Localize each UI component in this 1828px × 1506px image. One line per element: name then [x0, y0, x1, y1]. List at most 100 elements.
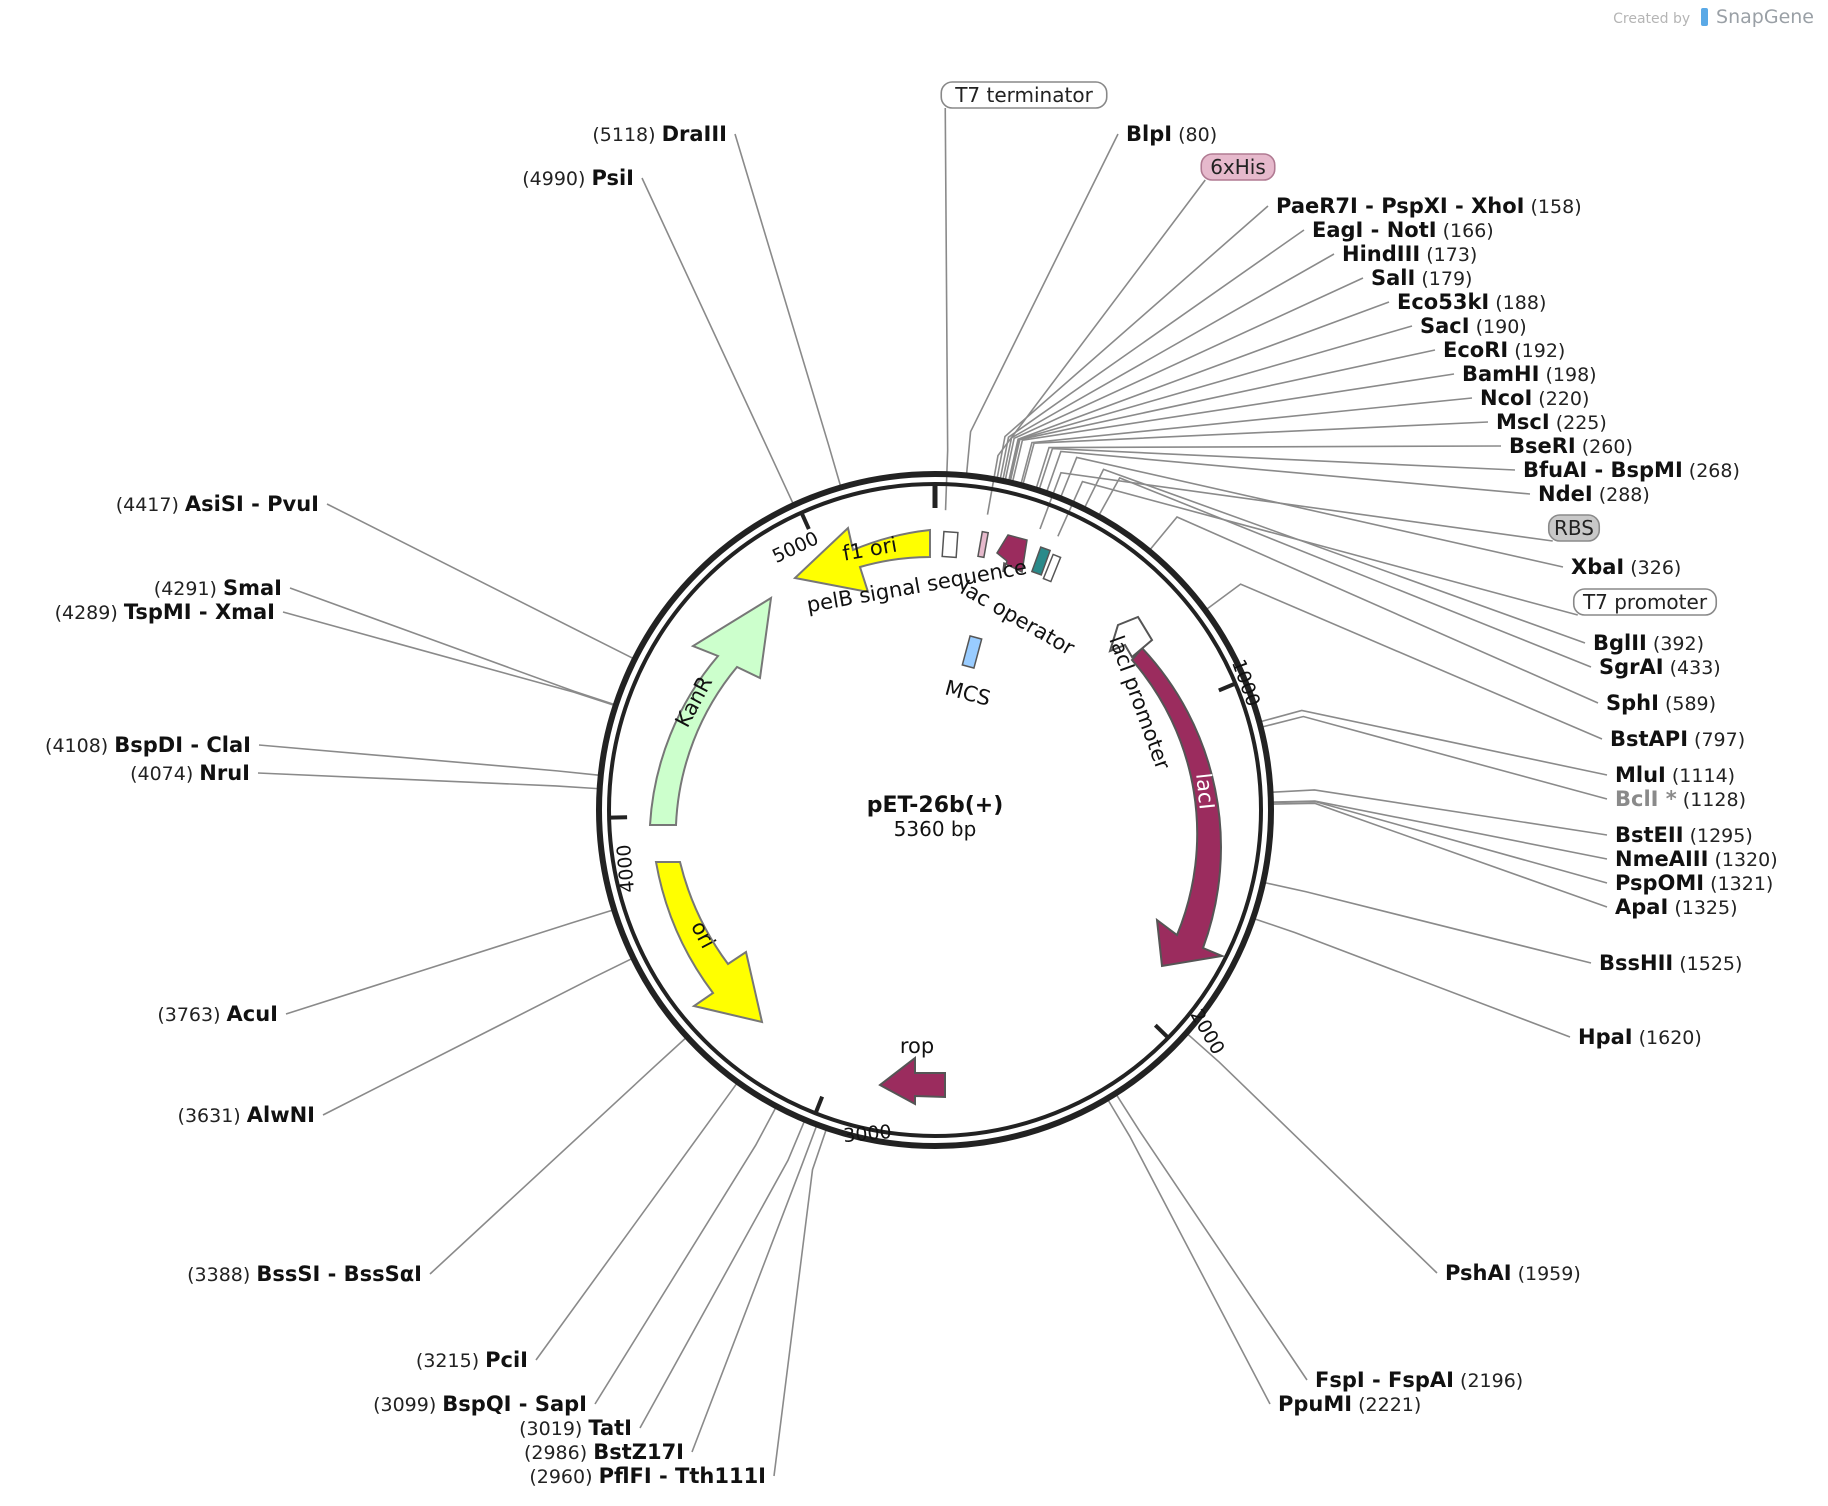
- feature-mcs[interactable]: [961, 635, 983, 669]
- enzyme-name: NmeAIII: [1615, 847, 1708, 871]
- leader-line: [1107, 1099, 1271, 1405]
- site-hindiii[interactable]: HindIII (173): [1342, 242, 1477, 266]
- site-paer7i[interactable]: PaeR7I - PspXI - XhoI (158): [1276, 194, 1582, 218]
- site-blpi[interactable]: BlpI (80): [1126, 122, 1217, 146]
- site-position: (392): [1647, 633, 1704, 655]
- callout-rbs[interactable]: RBS: [1547, 514, 1601, 542]
- feature-lac-operator-arrow[interactable]: [996, 534, 1028, 574]
- feature-pelb-signal[interactable]: [977, 530, 990, 559]
- site-bstapi[interactable]: BstAPI (797): [1610, 727, 1745, 751]
- site-eagi[interactable]: EagI - NotI (166): [1312, 218, 1494, 242]
- leader-line: [1084, 468, 1586, 644]
- site-ppumi[interactable]: PpuMI (2221): [1278, 1392, 1421, 1416]
- leader-line: [326, 503, 634, 660]
- site-draiii[interactable]: (5118) DraIII: [592, 122, 727, 146]
- site-bstz17i[interactable]: (2986) BstZ17I: [524, 1440, 684, 1464]
- feature-rop[interactable]: [878, 1055, 946, 1106]
- leader-line: [1008, 301, 1390, 481]
- leader-line: [691, 1126, 818, 1453]
- site-pspomi[interactable]: PspOMI (1321): [1615, 871, 1773, 895]
- site-alwni[interactable]: (3631) AlwNI: [178, 1103, 315, 1127]
- site-hpai[interactable]: HpaI (1620): [1578, 1025, 1702, 1049]
- site-bcli[interactable]: BclI * (1128): [1615, 787, 1746, 811]
- site-tati[interactable]: (3019) TatI: [519, 1416, 632, 1440]
- site-bsssi[interactable]: (3388) BssSI - BssSαI: [187, 1262, 422, 1286]
- site-ndei[interactable]: NdeI (288): [1538, 482, 1650, 506]
- site-mlui[interactable]: MluI (1114): [1615, 763, 1735, 787]
- site-bsteii[interactable]: BstEII (1295): [1615, 823, 1753, 847]
- site-bglii[interactable]: BglII (392): [1593, 631, 1704, 655]
- feature-his-tag[interactable]: [1030, 546, 1052, 576]
- site-bseri[interactable]: BseRI (260): [1509, 434, 1633, 458]
- site-pshai[interactable]: PshAI (1959): [1445, 1261, 1581, 1285]
- feature-ori[interactable]: [654, 861, 764, 1024]
- enzyme-name: FspI: [1315, 1368, 1365, 1392]
- site-sgrai[interactable]: SgrAI (433): [1599, 655, 1721, 679]
- site-position: (2960): [529, 1466, 598, 1488]
- site-apai[interactable]: ApaI (1325): [1615, 895, 1738, 919]
- callout-his[interactable]: 6xHis: [1200, 153, 1276, 181]
- site-bspqi[interactable]: (3099) BspQI - SapI: [373, 1392, 587, 1416]
- site-bsshii[interactable]: BssHII (1525): [1599, 951, 1742, 975]
- leader-line: [986, 179, 1206, 515]
- leader-line: [1098, 476, 1592, 668]
- feature-t7-promoter-box[interactable]: [1042, 553, 1062, 583]
- enzyme-name: BamHI: [1462, 362, 1539, 386]
- snapgene-credit: Created by SnapGene: [1613, 6, 1814, 28]
- enzyme-name: TspMI: [124, 600, 192, 624]
- feature-f1-ori[interactable]: [792, 526, 931, 594]
- separator: -: [652, 1464, 675, 1488]
- leader-line: [1261, 709, 1608, 776]
- site-bamhi[interactable]: BamHI (198): [1462, 362, 1597, 386]
- site-pcii[interactable]: (3215) PciI: [416, 1348, 528, 1372]
- site-xbai[interactable]: XbaI (326): [1571, 555, 1681, 579]
- site-psii[interactable]: (4990) PsiI: [522, 166, 634, 190]
- site-bspdi[interactable]: (4108) BspDI - ClaI: [45, 733, 251, 757]
- leader-line: [1004, 277, 1364, 480]
- separator: -: [512, 1392, 535, 1416]
- site-label: (5118) DraIII: [592, 122, 727, 146]
- site-position: (1525): [1673, 953, 1742, 975]
- separator: -: [1365, 1368, 1388, 1392]
- separator: -: [1448, 194, 1471, 218]
- leader-line: [1020, 397, 1473, 484]
- enzyme-name: BclI *: [1615, 787, 1677, 811]
- site-label: (3631) AlwNI: [178, 1103, 315, 1127]
- separator: -: [192, 600, 215, 624]
- separator: -: [1587, 458, 1610, 482]
- site-pflfi[interactable]: (2960) PflFI - Tth111I: [529, 1464, 766, 1488]
- enzyme-name: XhoI: [1471, 194, 1524, 218]
- feature-laci[interactable]: [1130, 646, 1226, 968]
- site-tspmi[interactable]: (4289) TspMI - XmaI: [55, 600, 275, 624]
- site-eco53ki[interactable]: Eco53kI (188): [1397, 290, 1546, 314]
- site-ecori[interactable]: EcoRI (192): [1443, 338, 1565, 362]
- site-sphi[interactable]: SphI (589): [1606, 691, 1716, 715]
- site-smai[interactable]: (4291) SmaI: [154, 576, 282, 600]
- feature-t7-terminator-box[interactable]: [941, 530, 959, 559]
- site-bfuai[interactable]: BfuAI - BspMI (268): [1523, 458, 1740, 482]
- site-label: BssHII (1525): [1599, 951, 1742, 975]
- enzyme-name: ApaI: [1615, 895, 1668, 919]
- site-label: BfuAI - BspMI (268): [1523, 458, 1740, 482]
- site-ncoi[interactable]: NcoI (220): [1480, 386, 1589, 410]
- feature-laci-promoter[interactable]: [1108, 615, 1154, 659]
- site-position: (4289): [55, 602, 124, 624]
- callout-label: T7 promoter: [1582, 590, 1708, 614]
- feature-kanr[interactable]: [648, 596, 773, 826]
- site-nrui[interactable]: (4074) NruI: [130, 761, 250, 785]
- leader-line: [1022, 421, 1489, 484]
- site-saci[interactable]: SacI (190): [1420, 314, 1527, 338]
- callout-t7prom[interactable]: T7 promoter: [1572, 588, 1718, 616]
- site-msci[interactable]: MscI (225): [1496, 410, 1607, 434]
- leader-line: [257, 772, 598, 790]
- leader-line: [1115, 1094, 1308, 1381]
- site-acui[interactable]: (3763) AcuI: [157, 1002, 278, 1026]
- callout-t7term[interactable]: T7 terminator: [940, 81, 1108, 109]
- site-fspi[interactable]: FspI - FspAI (2196): [1315, 1368, 1523, 1392]
- leader-line: [1272, 789, 1608, 836]
- site-label: PpuMI (2221): [1278, 1392, 1421, 1416]
- enzyme-name: MscI: [1496, 410, 1550, 434]
- site-asisi[interactable]: (4417) AsiSI - PvuI: [116, 492, 319, 516]
- site-sali[interactable]: SalI (179): [1371, 266, 1472, 290]
- site-nmeaiii[interactable]: NmeAIII (1320): [1615, 847, 1778, 871]
